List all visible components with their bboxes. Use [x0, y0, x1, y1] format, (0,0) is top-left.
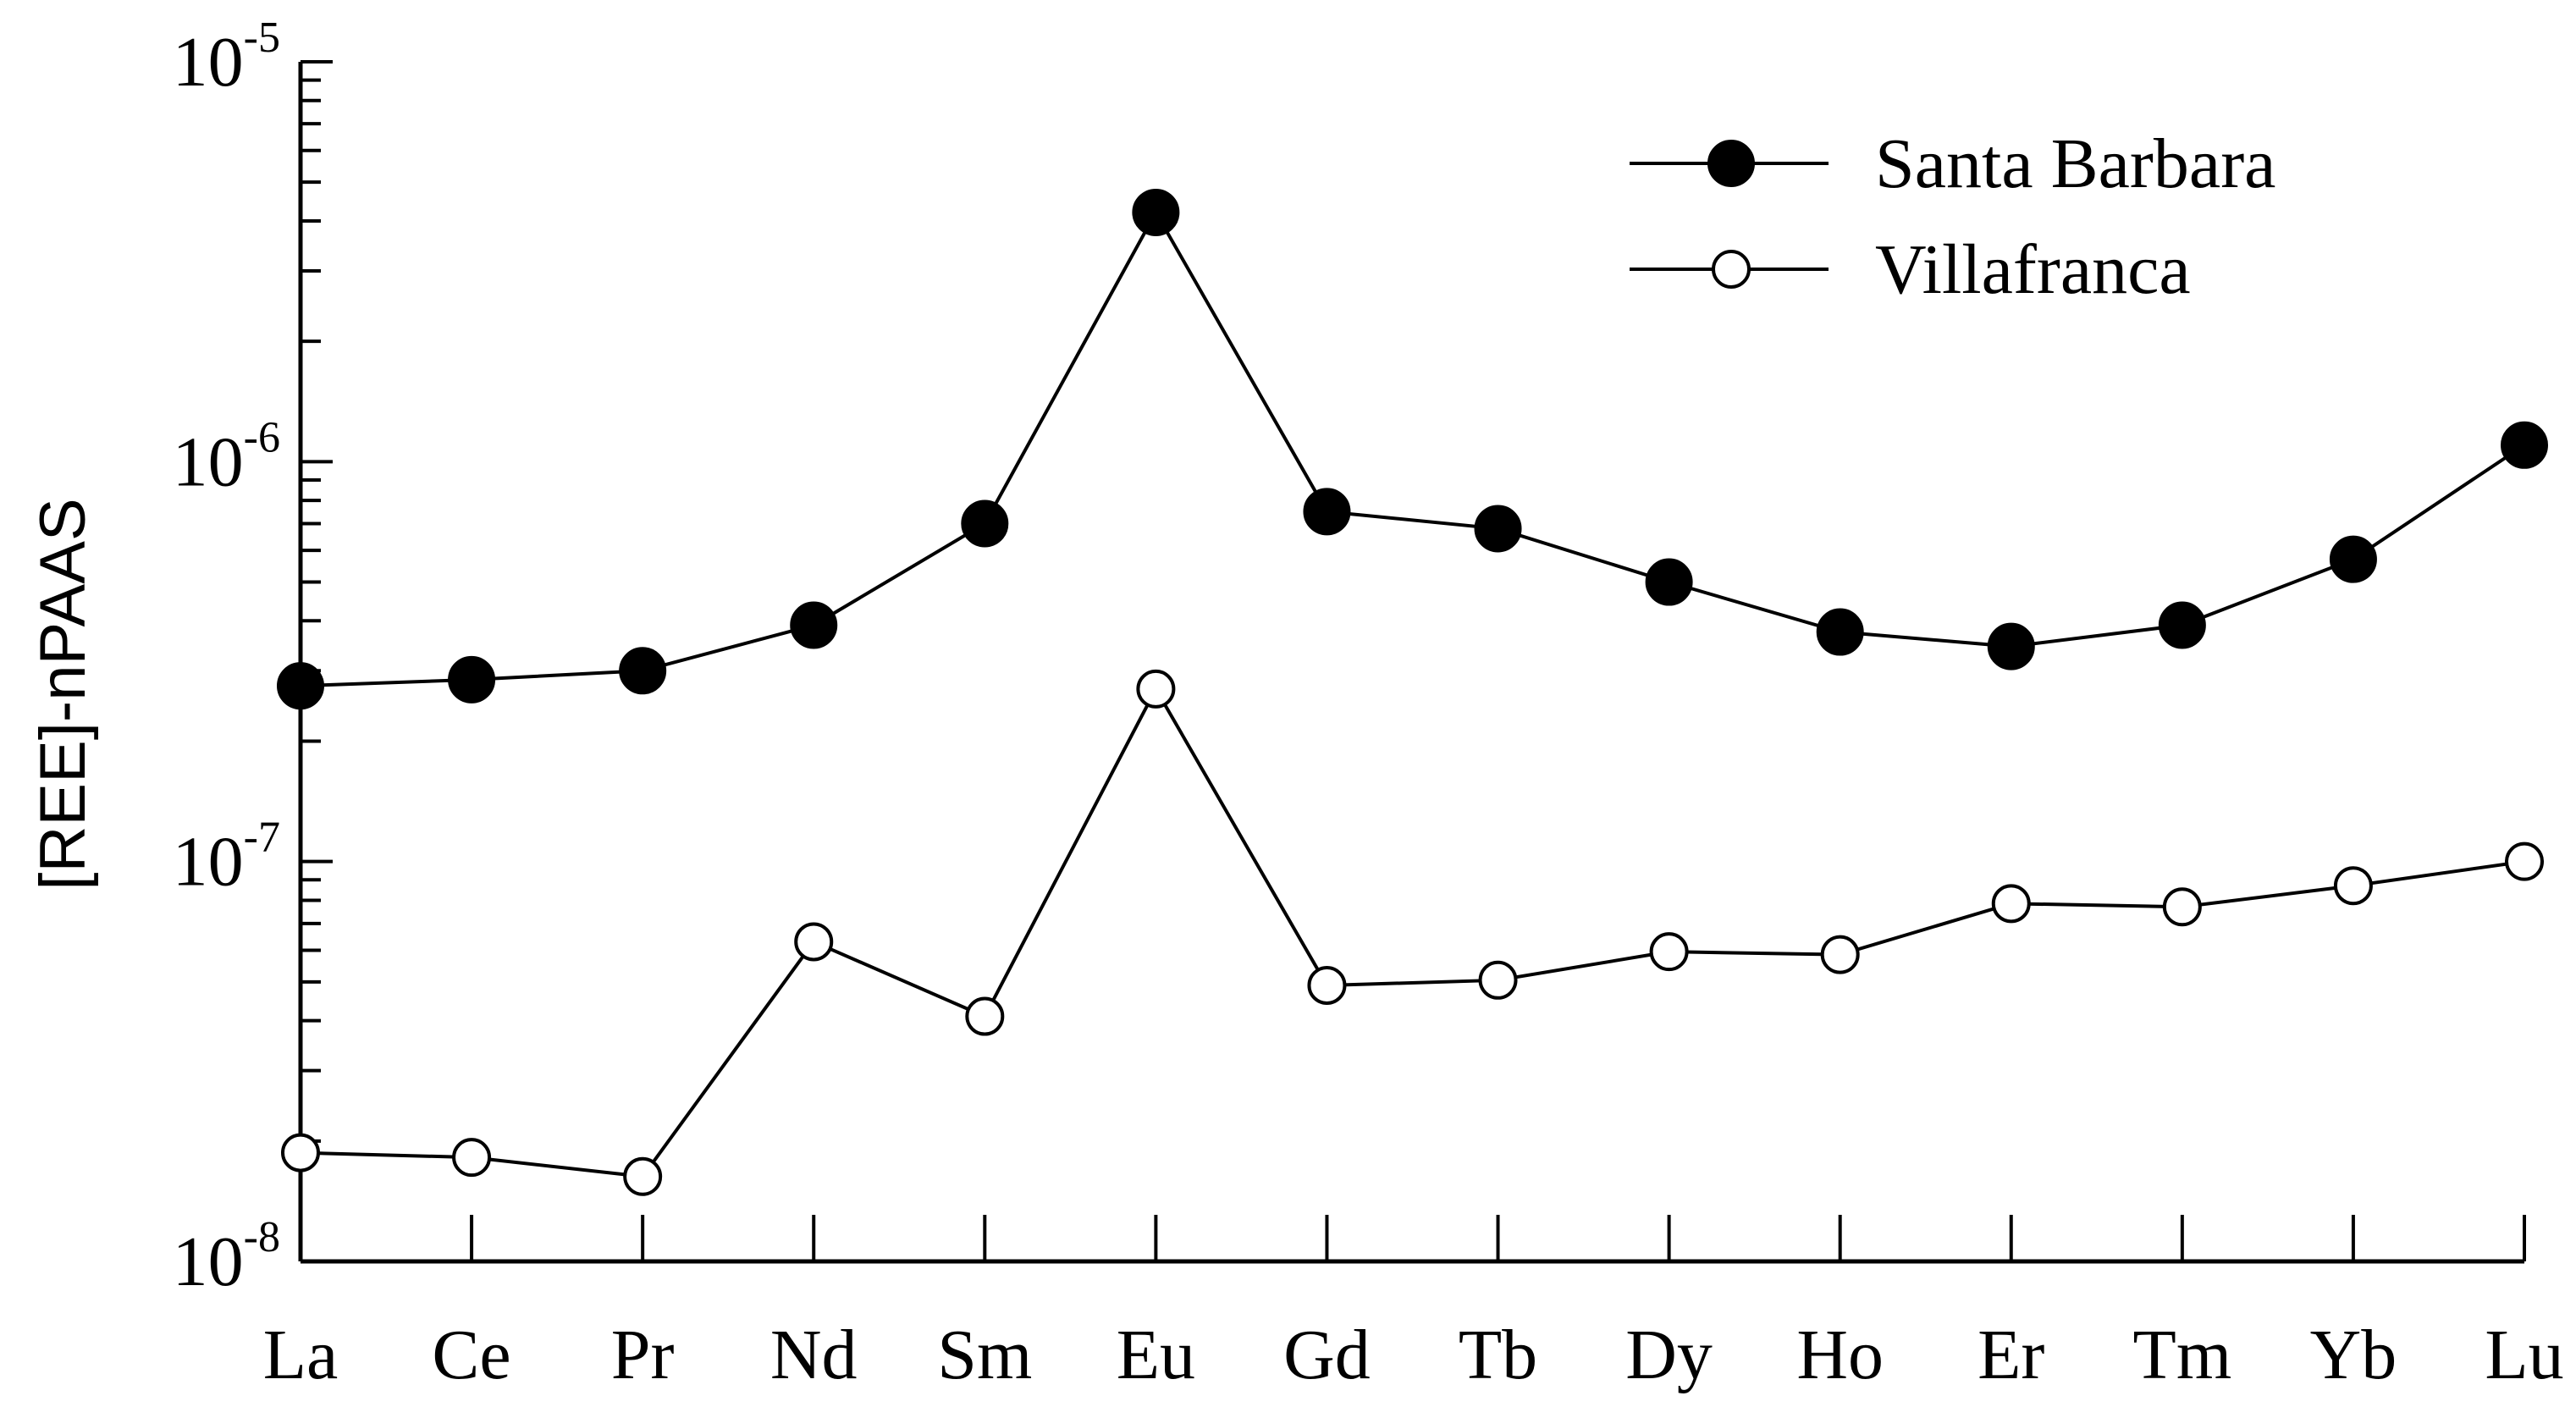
data-point-santa-barbara-nd: [790, 601, 838, 649]
legend-item-villafranca: Villafranca: [1630, 230, 2191, 309]
data-point-villafranca-tb: [1478, 960, 1518, 1000]
x-tick-label-ho: Ho: [1796, 1316, 1884, 1394]
axes: [298, 62, 2524, 1264]
data-point-santa-barbara-lu: [2501, 421, 2548, 469]
legend-label: Villafranca: [1875, 230, 2191, 309]
data-point-santa-barbara-tb: [1474, 505, 1522, 553]
data-point-santa-barbara-dy: [1645, 558, 1693, 606]
data-point-villafranca-pr: [623, 1156, 663, 1196]
x-tick-label-nd: Nd: [770, 1316, 858, 1394]
data-point-santa-barbara-gd: [1303, 488, 1351, 536]
data-point-santa-barbara-yb: [2329, 535, 2377, 583]
x-tick-label-gd: Gd: [1283, 1316, 1371, 1394]
y-tick-labels: 10-8 10-7 10-6 10-5: [173, 14, 280, 1301]
x-tick-label-er: Er: [1978, 1316, 2044, 1394]
y-axis-label: [REE]-nPAAS: [27, 498, 99, 890]
data-point-villafranca-eu: [1136, 669, 1176, 709]
y-tick-label: 10-6: [173, 413, 280, 501]
data-point-villafranca-lu: [2505, 841, 2544, 881]
x-tick-label-tb: Tb: [1459, 1316, 1537, 1394]
x-tick-labels: La Ce Pr Nd Sm Eu Gd Tb Dy Ho Er Tm Yb Lu: [263, 1316, 2564, 1394]
series-santa-barbara: [277, 188, 2548, 710]
legend: Santa Barbara Villafranca: [1630, 124, 2275, 309]
legend-item-santa-barbara: Santa Barbara: [1630, 124, 2275, 203]
x-tick-label-sm: Sm: [937, 1316, 1032, 1394]
y-tick-label: 10-5: [173, 14, 280, 102]
data-point-villafranca-yb: [2333, 866, 2373, 906]
data-point-santa-barbara-eu: [1132, 188, 1180, 236]
y-tick-label: 10-7: [173, 814, 280, 902]
data-point-villafranca-nd: [794, 922, 834, 962]
x-tick-label-lu: Lu: [2485, 1316, 2563, 1394]
data-point-santa-barbara-sm: [961, 499, 1009, 548]
x-tick-label-pr: Pr: [611, 1316, 675, 1394]
x-tick-label-dy: Dy: [1625, 1316, 1713, 1394]
y-tick-label: 10-8: [173, 1213, 280, 1301]
series-villafranca: [281, 669, 2544, 1196]
x-tick-label-yb: Yb: [2310, 1316, 2397, 1394]
data-point-santa-barbara-pr: [619, 647, 667, 695]
data-point-villafranca-sm: [965, 996, 1005, 1036]
legend-marker: [1707, 140, 1755, 187]
x-tick-label-la: La: [263, 1316, 339, 1394]
data-point-santa-barbara-er: [1987, 622, 2035, 670]
data-point-villafranca-er: [1991, 884, 2031, 924]
x-tick-label-tm: Tm: [2133, 1316, 2232, 1394]
series-line-villafranca: [300, 685, 2525, 1178]
x-tick-label-ce: Ce: [432, 1316, 510, 1394]
data-point-villafranca-gd: [1307, 965, 1347, 1005]
data-point-villafranca-ce: [452, 1138, 492, 1178]
data-point-villafranca-la: [281, 1133, 320, 1172]
data-point-villafranca-dy: [1649, 932, 1689, 972]
data-point-santa-barbara-ho: [1816, 608, 1864, 656]
data-point-villafranca-ho: [1820, 935, 1860, 974]
series-line-santa-barbara: [300, 208, 2526, 688]
legend-label: Santa Barbara: [1875, 124, 2275, 203]
data-point-santa-barbara-ce: [448, 655, 496, 704]
data-point-santa-barbara-la: [277, 662, 324, 710]
x-tick-label-eu: Eu: [1117, 1316, 1195, 1394]
legend-marker: [1712, 250, 1751, 289]
series: [277, 188, 2548, 1196]
data-point-villafranca-tm: [2162, 887, 2202, 927]
data-point-santa-barbara-tm: [2158, 601, 2206, 649]
